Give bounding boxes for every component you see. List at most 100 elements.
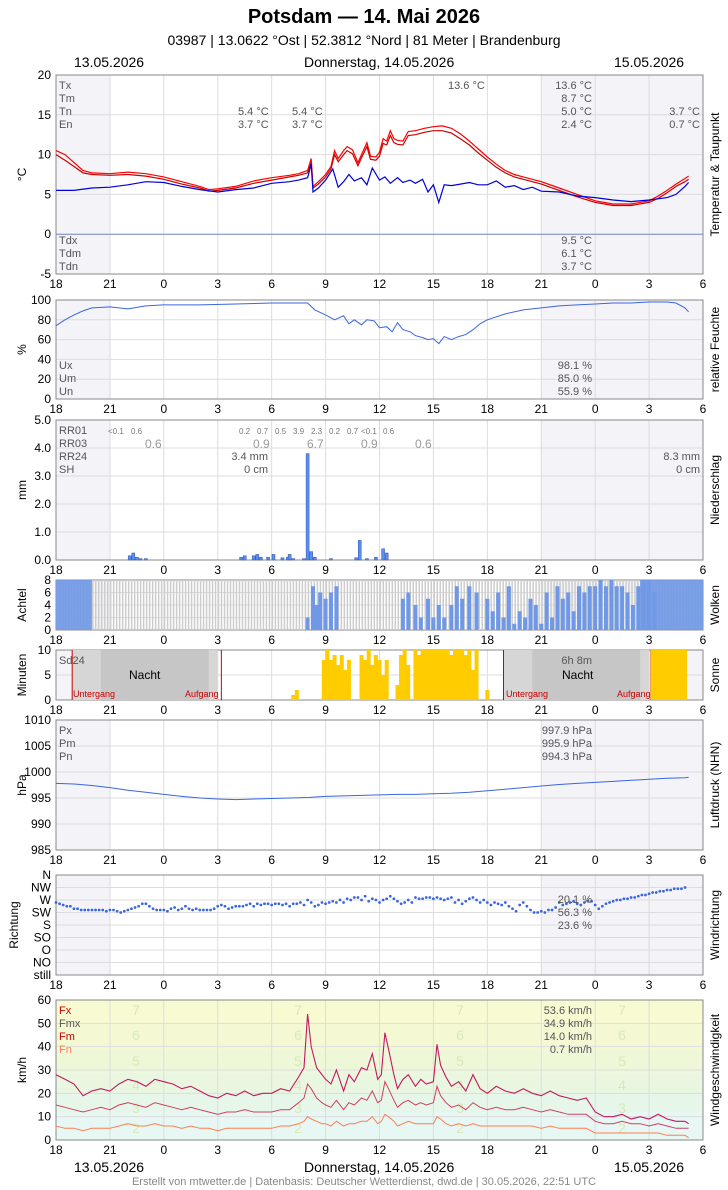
cloud-bar-gray bbox=[238, 580, 241, 630]
temperature-xtick-label: 0 bbox=[592, 277, 599, 291]
pressure-ytick-label: 1005 bbox=[24, 739, 51, 753]
rr01-value: 2.3 bbox=[311, 427, 323, 436]
wind-direction-point bbox=[590, 899, 593, 903]
precipitation-bar bbox=[365, 558, 369, 561]
pressure-ytick-label: 1010 bbox=[24, 713, 51, 727]
wind_speed-xtick-label: 18 bbox=[49, 1143, 63, 1157]
wind-mean-max-line bbox=[55, 1080, 689, 1129]
sunshine-xtick-label: 3 bbox=[214, 703, 221, 717]
wind-direction-point bbox=[277, 902, 281, 906]
humidity-xtick-label: 0 bbox=[592, 402, 599, 416]
wind-direction-point bbox=[130, 907, 133, 911]
cloud-bar-gray bbox=[502, 580, 504, 630]
wind-direction-point bbox=[485, 901, 489, 904]
wind-direction-point bbox=[604, 902, 608, 906]
humidity-xtick-label: 18 bbox=[481, 402, 495, 416]
wind-direction-point bbox=[281, 903, 284, 907]
cloud-bar-gray bbox=[235, 580, 238, 630]
cloud-bar-gray bbox=[355, 580, 358, 630]
wind-direction-point bbox=[680, 887, 683, 891]
wind_direction-xtick-label: 3 bbox=[646, 978, 653, 992]
cloud-bar-gray bbox=[379, 580, 382, 630]
sunshine-bar bbox=[417, 655, 422, 700]
cloud-bar-blue bbox=[454, 586, 459, 630]
temperature-day3-value: 0.7 °C bbox=[669, 119, 700, 131]
precipitation-bar bbox=[271, 554, 276, 561]
precipitation-bar bbox=[291, 558, 295, 561]
wind-direction-point bbox=[94, 908, 97, 912]
wind-direction-value: 23.6 % bbox=[558, 920, 592, 932]
wind_direction-xtick-label: 21 bbox=[103, 978, 117, 992]
wind-direction-point bbox=[155, 908, 159, 912]
date-center-bottom: Donnerstag, 14.05.2026 bbox=[304, 1159, 455, 1175]
sunshine-bar bbox=[294, 690, 299, 700]
sunshine-bar bbox=[657, 650, 662, 700]
temperature-day1b-tn: 5.4 °C bbox=[292, 106, 323, 118]
cloud-bar-gray bbox=[127, 580, 130, 630]
clouds-xtick-label: 12 bbox=[373, 633, 387, 647]
cloud-bar-gray bbox=[190, 580, 193, 630]
sunshine-ylabel: Minuten bbox=[15, 654, 29, 697]
wind-direction-point bbox=[618, 898, 622, 902]
precipitation-bar bbox=[287, 554, 292, 561]
cloud-bar-blue bbox=[647, 580, 652, 630]
cloud-bar-blue bbox=[460, 598, 465, 630]
wind-direction-point bbox=[662, 889, 665, 893]
wind-direction-point bbox=[234, 904, 238, 908]
cloud-bar-gray bbox=[445, 580, 447, 630]
wind_direction-xtick-label: 9 bbox=[322, 978, 329, 992]
sunshine-bar bbox=[485, 690, 490, 700]
wind-direction-point bbox=[151, 907, 155, 911]
pressure-legend-label: Px bbox=[59, 725, 72, 737]
humidity-xtick-label: 9 bbox=[322, 402, 329, 416]
cloud-bar-gray bbox=[574, 580, 576, 630]
wind-direction-point bbox=[374, 898, 378, 902]
humidity-ytick-label: 80 bbox=[38, 313, 52, 327]
cloud-bar-gray bbox=[424, 580, 427, 630]
date-left-bottom: 13.05.2026 bbox=[74, 1159, 145, 1175]
cloud-bar-gray bbox=[133, 580, 136, 630]
sunshine-bar bbox=[321, 660, 326, 700]
wind-direction-point bbox=[582, 901, 586, 904]
precipitation-bar bbox=[259, 556, 263, 561]
wind-direction-point bbox=[97, 908, 101, 912]
cloud-bar-gray bbox=[478, 580, 480, 630]
wind_direction-xtick-label: 21 bbox=[535, 978, 549, 992]
precipitation-side-label: Niederschlag bbox=[708, 455, 722, 525]
cloud-bar-gray bbox=[268, 580, 271, 630]
sunshine-bar bbox=[370, 665, 375, 700]
cloud-bar-gray bbox=[394, 580, 397, 630]
wind_direction-xtick-label: 3 bbox=[214, 978, 221, 992]
clouds-side-label: Wolken bbox=[708, 585, 722, 625]
wind-direction-category: NO bbox=[33, 956, 51, 970]
beaufort-number: 2 bbox=[294, 1120, 302, 1136]
wind_speed-side-label: Windgeschwindigkeit bbox=[708, 1013, 722, 1126]
sunset-label: Untergang bbox=[73, 689, 115, 699]
beaufort-number: 5 bbox=[456, 1053, 464, 1069]
precipitation-bar bbox=[251, 555, 256, 561]
clouds-xtick-label: 0 bbox=[592, 633, 599, 647]
precipitation-legend-label: RR24 bbox=[59, 451, 87, 463]
wind-direction-point bbox=[331, 899, 335, 903]
wind-direction-point bbox=[428, 896, 432, 899]
beaufort-number: 5 bbox=[618, 1053, 626, 1069]
beaufort-number: 4 bbox=[618, 1077, 626, 1093]
sunshine-bar bbox=[381, 675, 386, 700]
wind-direction-point bbox=[61, 903, 65, 907]
precipitation-xtick-label: 18 bbox=[481, 563, 495, 577]
wind_speed-ytick-label: 20 bbox=[38, 1086, 52, 1100]
temperature-ylabel: °C bbox=[15, 167, 29, 181]
sunshine-xtick-label: 0 bbox=[592, 703, 599, 717]
wind-direction-point bbox=[119, 911, 123, 914]
wind-legend-label: Fn bbox=[59, 1044, 72, 1056]
precipitation-bar bbox=[131, 552, 136, 561]
wind-direction-point bbox=[467, 897, 471, 901]
wind-direction-point bbox=[503, 901, 507, 904]
cloud-bar-gray bbox=[613, 580, 615, 630]
wind-direction-point bbox=[593, 903, 597, 907]
wind_direction-xtick-label: 6 bbox=[268, 978, 275, 992]
cloud-bar-gray bbox=[97, 580, 100, 630]
cloud-bar-blue bbox=[328, 592, 333, 630]
wind-direction-point bbox=[126, 908, 130, 912]
precipitation-bar bbox=[255, 554, 260, 561]
